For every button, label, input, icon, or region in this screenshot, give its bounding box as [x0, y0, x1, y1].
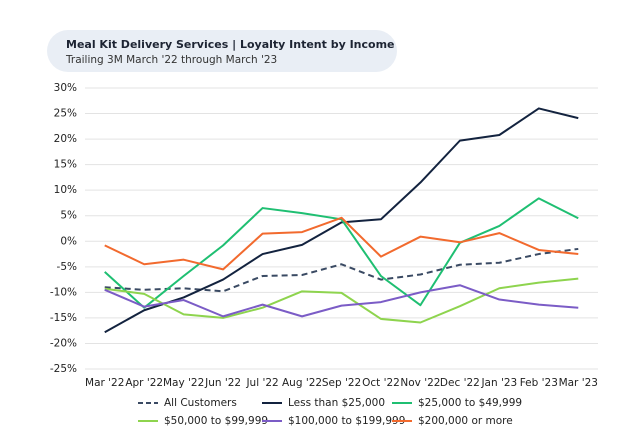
chart-title: Meal Kit Delivery Services | Loyalty Int… — [66, 38, 395, 51]
y-tick-label: -5% — [57, 261, 77, 273]
legend-label: $200,000 or more — [418, 415, 513, 427]
y-tick-label: 20% — [54, 133, 77, 145]
chart-subtitle: Trailing 3M March '22 through March '23 — [65, 54, 277, 66]
y-tick-label: 25% — [54, 108, 77, 120]
y-tick-label: 5% — [60, 210, 77, 222]
legend-label: Less than $25,000 — [288, 397, 385, 409]
x-tick-label: Aug '22 — [282, 377, 322, 389]
line-series — [104, 107, 579, 334]
x-tick-label: Mar '23 — [559, 377, 598, 389]
y-tick-label: -25% — [50, 363, 77, 375]
x-tick-label: Jul '22 — [245, 377, 278, 389]
x-tick-label: Apr '22 — [125, 377, 163, 389]
y-tick-label: 15% — [54, 159, 77, 171]
y-tick-label: -10% — [50, 286, 77, 298]
x-tick-label: Feb '23 — [520, 377, 558, 389]
y-tick-label: 10% — [54, 184, 77, 196]
line-series — [104, 247, 579, 293]
x-tick-label: Dec '22 — [440, 377, 480, 389]
legend-label: All Customers — [164, 397, 237, 409]
y-tick-label: 30% — [54, 82, 77, 94]
y-tick-label: -20% — [50, 337, 77, 349]
legend-label: $100,000 to $199,999 — [288, 415, 405, 427]
line-series — [104, 197, 579, 309]
x-tick-label: May '22 — [163, 377, 204, 389]
line-series — [104, 277, 579, 324]
x-tick-label: Jan '23 — [480, 377, 517, 389]
y-tick-label: -15% — [50, 312, 77, 324]
x-tick-label: Mar '22 — [85, 377, 124, 389]
title-box — [47, 30, 397, 72]
legend-label: $25,000 to $49,999 — [418, 397, 522, 409]
legend-label: $50,000 to $99,999 — [164, 415, 268, 427]
y-tick-label: 0% — [60, 235, 77, 247]
line-series — [104, 284, 579, 318]
x-tick-label: Nov '22 — [400, 377, 440, 389]
x-tick-label: Sep '22 — [322, 377, 361, 389]
line-series — [104, 216, 579, 271]
x-tick-label: Oct '22 — [362, 377, 400, 389]
x-tick-label: Jun '22 — [204, 377, 241, 389]
